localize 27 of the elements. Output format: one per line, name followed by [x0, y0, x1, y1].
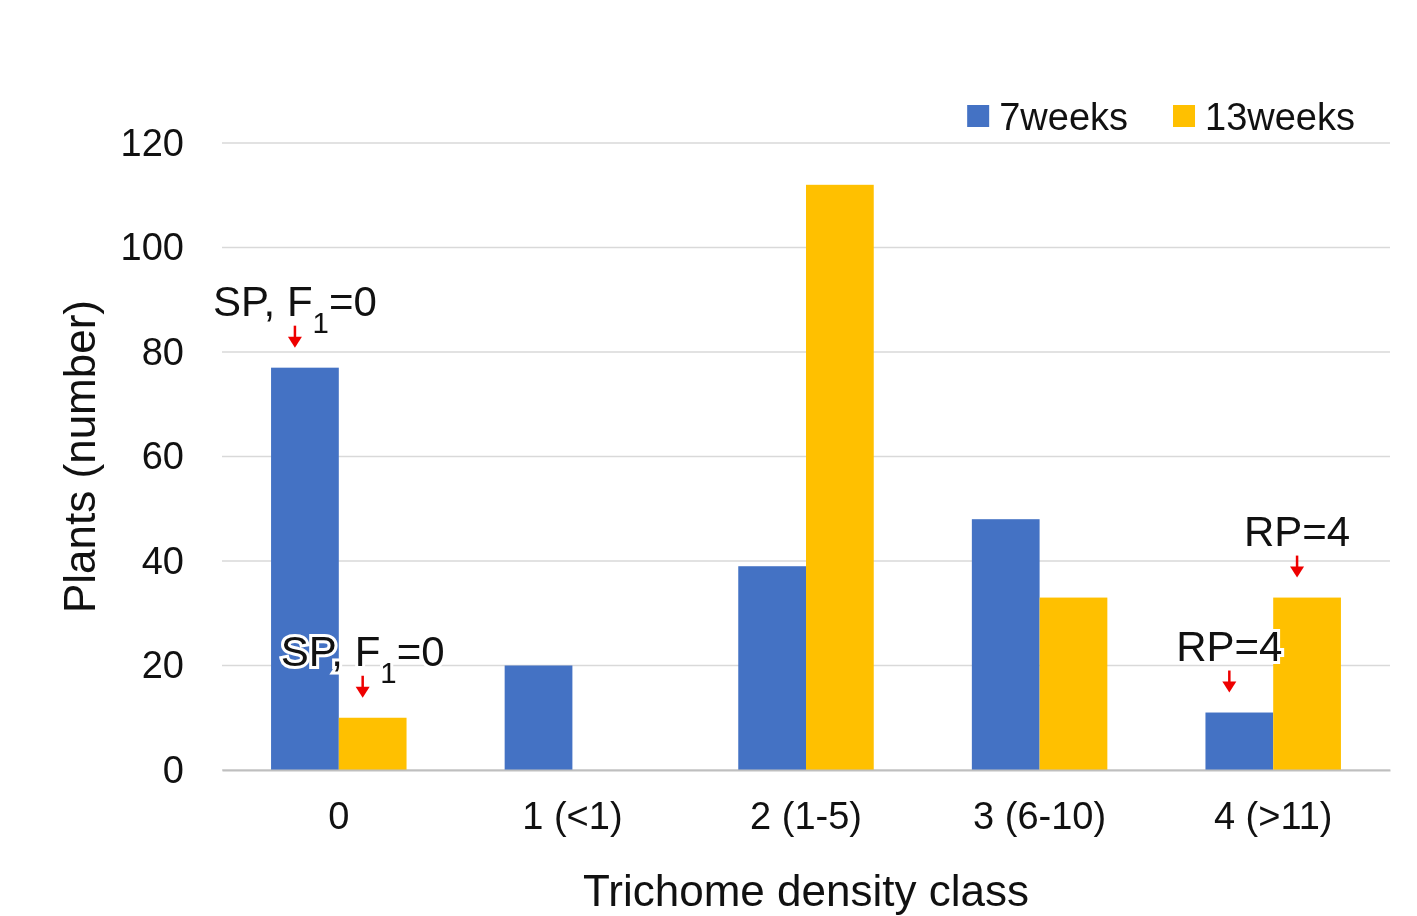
x-tick-label: 2 (1-5) — [750, 794, 862, 837]
y-tick-label: 80 — [141, 330, 184, 373]
x-tick-label: 3 (6-10) — [973, 794, 1107, 837]
x-tick-label: 4 (>11) — [1213, 794, 1333, 837]
y-tick-label: 120 — [120, 121, 184, 164]
annotation: SP, F$_{1}$=0 — [280, 627, 445, 689]
legend-label: 13weeks — [1205, 96, 1355, 138]
y-tick-label: 100 — [120, 226, 184, 269]
annotation: RP=4 — [1243, 507, 1351, 555]
x-axis-title: Trichome density class — [583, 866, 1029, 915]
legend-label: 7weeks — [999, 96, 1129, 138]
bar — [504, 665, 573, 770]
x-tick-label: 1 (<1) — [522, 794, 623, 837]
y-tick-label: 0 — [162, 748, 184, 791]
y-tick-label: 20 — [141, 644, 184, 687]
x-tick-label: 0 — [328, 794, 350, 837]
y-tick-label: 40 — [141, 539, 184, 582]
annotation: SP, F$_{1}$=0 — [213, 277, 377, 339]
bar — [971, 519, 1040, 770]
y-tick-label: 60 — [141, 435, 184, 478]
bar — [1205, 712, 1274, 770]
bar — [806, 184, 874, 770]
bar — [738, 566, 806, 770]
bar — [271, 367, 339, 770]
bar — [1039, 597, 1108, 770]
y-axis-title: Plants (number) — [55, 299, 104, 614]
bar — [338, 717, 407, 770]
